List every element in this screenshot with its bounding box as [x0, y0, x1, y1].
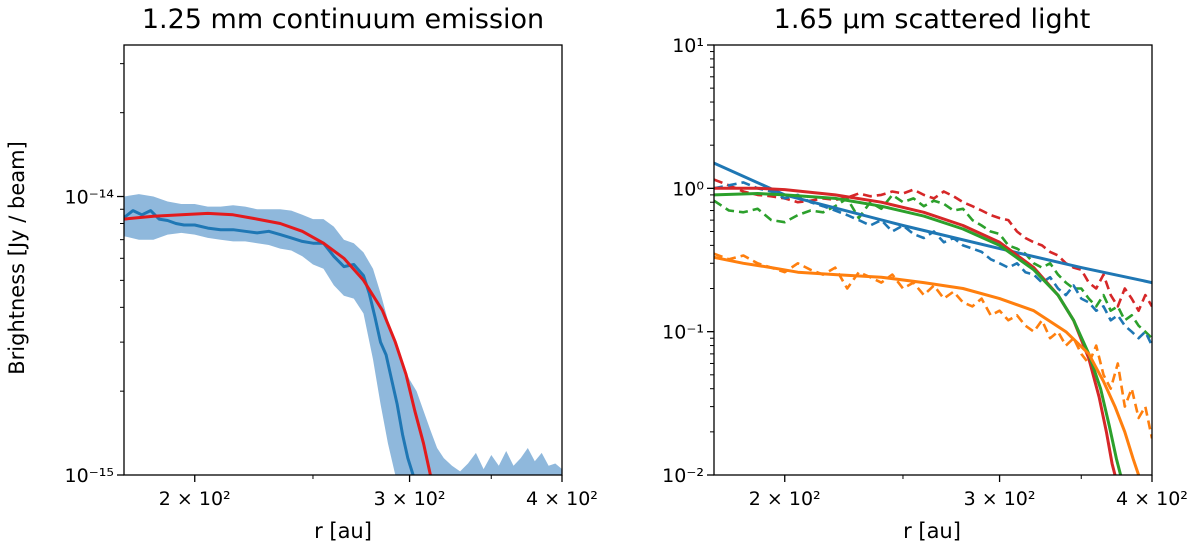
y-tick-label: 10⁻¹⁴	[65, 187, 115, 209]
right-panel-scattered-light: 1.65 μm scattered light r [au] 2 × 10² 3 …	[662, 4, 1188, 543]
left-axes-frame	[123, 44, 563, 476]
y-tick-label: 10⁰	[672, 178, 704, 200]
right-plot-area	[714, 161, 1152, 475]
y-tick-label: 10¹	[672, 35, 704, 57]
x-tick-label: 2 × 10²	[159, 488, 231, 510]
x-tick-label: 3 × 10²	[374, 488, 446, 510]
left-axis-ticks: 2 × 10² 3 × 10² 4 × 10² 10⁻¹⁵ 10⁻¹⁴	[65, 63, 598, 510]
x-tick-label: 4 × 10²	[526, 488, 598, 510]
left-plot-area	[124, 194, 562, 475]
solid-series-line-2	[124, 211, 432, 475]
left-panel-title: 1.25 mm continuum emission	[142, 4, 544, 35]
y-tick-label: 10⁻²	[662, 465, 704, 487]
x-tick-label: 3 × 10²	[964, 488, 1036, 510]
solid-series-line-1	[124, 209, 415, 475]
left-x-axis-label: r [au]	[314, 519, 372, 543]
uncertainty-band	[124, 194, 562, 475]
solid-series-line-5	[714, 186, 1117, 475]
y-tick-label: 10⁻¹	[662, 322, 704, 344]
right-panel-title: 1.65 μm scattered light	[774, 4, 1091, 35]
dashed-series-line-1	[714, 193, 1152, 340]
left-panel-continuum: 1.25 mm continuum emission r [au] Bright…	[5, 4, 598, 543]
dashed-series-line-0	[714, 178, 1152, 312]
right-axis-ticks: 2 × 10² 3 × 10² 4 × 10² 10⁻² 10⁻¹ 10⁰ 10¹	[662, 35, 1188, 510]
right-x-axis-label: r [au]	[903, 519, 961, 543]
x-tick-label: 2 × 10²	[749, 488, 821, 510]
left-y-axis-label: Brightness [Jy / beam]	[5, 141, 29, 375]
dashed-series-line-2	[714, 181, 1152, 347]
solid-series-line-4	[714, 161, 1152, 285]
right-axes-frame	[713, 44, 1153, 476]
x-tick-label: 4 × 10²	[1116, 488, 1188, 510]
solid-series-line-6	[714, 192, 1123, 475]
y-tick-label: 10⁻¹⁵	[65, 465, 114, 487]
solid-series-line-7	[714, 255, 1141, 475]
